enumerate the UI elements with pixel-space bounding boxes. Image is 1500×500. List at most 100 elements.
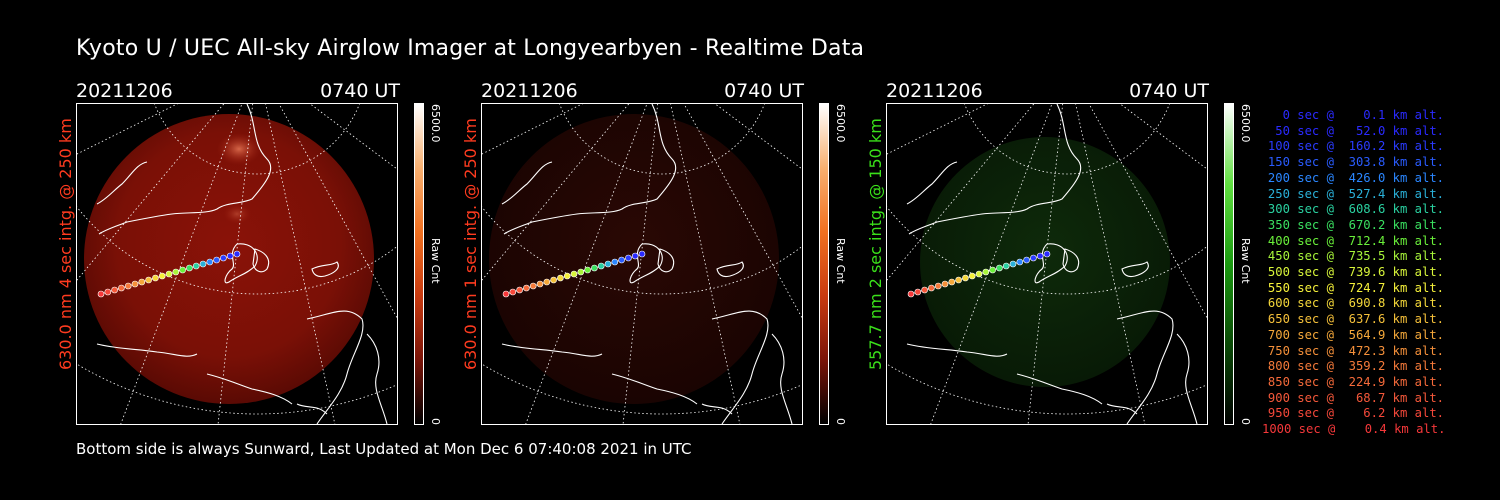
trajectory-point (989, 266, 996, 274)
trajectory-point (152, 274, 159, 282)
legend-row: 1000 sec @ 0.4 km alt. (1262, 422, 1446, 437)
panel-1-colorbar-max: 6500.0 (429, 104, 442, 143)
trajectory-point (1009, 260, 1017, 268)
latitude-longitude-grid (482, 104, 802, 424)
trajectory-point (597, 262, 605, 270)
latitude-longitude-grid (887, 104, 1207, 424)
trajectory-point (557, 274, 564, 282)
panel-2-colorbar (819, 103, 829, 425)
legend-row: 750 sec @ 472.3 km alt. (1267, 343, 1444, 358)
trajectory-point (550, 276, 557, 284)
page-title: Kyoto U / UEC All-sky Airglow Imager at … (76, 36, 865, 61)
panel-3-colorbar (1224, 103, 1234, 425)
legend-row: 100 sec @ 160.2 km alt. (1267, 139, 1444, 154)
trajectory-point (1023, 256, 1030, 264)
trajectory-point (948, 278, 956, 286)
legend-row: 450 sec @ 735.5 km alt. (1267, 249, 1444, 264)
trajectory-point (516, 286, 523, 294)
trajectory-point (138, 278, 146, 286)
legend-row: 300 sec @ 608.6 km alt. (1267, 202, 1444, 217)
trajectory-point (165, 270, 173, 278)
latitude-longitude-grid (77, 104, 397, 424)
legend-row: 250 sec @ 527.4 km alt. (1267, 186, 1444, 201)
trajectory-point (618, 256, 625, 264)
trajectory-legend: 0 sec @ 0.1 km alt. 50 sec @ 52.0 km alt.… (1262, 108, 1446, 438)
trajectory-point (1030, 254, 1037, 262)
panel-3-map (887, 104, 1207, 424)
panel-3-colorbar-min: 0 (1239, 418, 1252, 425)
legend-row: 600 sec @ 690.8 km alt. (1267, 296, 1444, 311)
trajectory-point (104, 288, 112, 296)
trajectory-point (220, 254, 227, 262)
panel-2-colorbar-min: 0 (834, 418, 847, 425)
trajectory-point (206, 258, 214, 266)
rocket-trajectory (502, 250, 646, 298)
panel-1-map (77, 104, 397, 424)
trajectory-point (982, 268, 990, 276)
trajectory-point (577, 268, 585, 276)
trajectory-point (509, 288, 517, 296)
coastline (906, 104, 1198, 424)
panel-2-colorbar-unit: Raw Cnt (834, 238, 847, 284)
legend-row: 650 sec @ 637.6 km alt. (1267, 312, 1444, 327)
trajectory-point (638, 250, 646, 258)
trajectory-point (570, 270, 578, 278)
trajectory-point (907, 290, 915, 298)
panel-1-colorbar (414, 103, 424, 425)
airglow-disc (920, 137, 1170, 387)
trajectory-point (186, 264, 193, 272)
legend-row: 500 sec @ 739.6 km alt. (1267, 265, 1444, 280)
trajectory-point (921, 286, 928, 294)
trajectory-point (502, 290, 510, 298)
trajectory-point (563, 272, 571, 280)
trajectory-point (934, 282, 942, 290)
trajectory-point (523, 284, 530, 292)
trajectory-point (145, 276, 152, 284)
trajectory-point (604, 260, 612, 268)
trajectory-point (968, 272, 976, 280)
rocket-trajectory (97, 250, 241, 298)
trajectory-point (199, 260, 207, 268)
panel-2-time: 0740 UT (724, 80, 804, 102)
airglow-bright-spot (217, 133, 261, 165)
trajectory-point (1016, 258, 1024, 266)
trajectory-point (631, 252, 639, 260)
panel-1-colorbar-unit: Raw Cnt (429, 238, 442, 284)
airglow-bright-spot (223, 204, 251, 224)
legend-row: 150 sec @ 303.8 km alt. (1267, 155, 1444, 170)
trajectory-point (928, 284, 935, 292)
trajectory-point (1043, 250, 1051, 258)
trajectory-point (179, 266, 186, 274)
trajectory-point (591, 264, 598, 272)
panel-1-date: 20211206 (76, 80, 173, 102)
panel-3-wavelength-label: 557.7 nm 2 sec intg. @ 150 km (866, 118, 885, 370)
trajectory-point (118, 284, 125, 292)
legend-row: 50 sec @ 52.0 km alt. (1275, 123, 1444, 138)
legend-row: 950 sec @ 6.2 km alt. (1267, 406, 1444, 421)
panel-3-colorbar-max: 6500.0 (1239, 104, 1252, 143)
panel-2-map (482, 104, 802, 424)
trajectory-point (543, 278, 551, 286)
trajectory-point (131, 280, 139, 288)
panel-3-allsky-image (886, 103, 1208, 425)
legend-row: 850 sec @ 224.9 km alt. (1267, 374, 1444, 389)
trajectory-point (213, 256, 220, 264)
trajectory-point (996, 264, 1003, 272)
trajectory-point (97, 290, 105, 298)
trajectory-point (914, 288, 922, 296)
trajectory-point (529, 282, 537, 290)
panel-3-time: 0740 UT (1129, 80, 1209, 102)
trajectory-point (124, 282, 132, 290)
legend-row: 800 sec @ 359.2 km alt. (1267, 359, 1444, 374)
coastline (501, 104, 793, 424)
legend-row: 700 sec @ 564.9 km alt. (1267, 327, 1444, 342)
coastline (96, 104, 388, 424)
trajectory-point (536, 280, 544, 288)
panel-2-colorbar-max: 6500.0 (834, 104, 847, 143)
trajectory-point (941, 280, 949, 288)
rocket-trajectory (907, 250, 1051, 298)
trajectory-point (1002, 262, 1010, 270)
trajectory-point (1036, 252, 1044, 260)
trajectory-point (233, 250, 241, 258)
trajectory-point (158, 272, 166, 280)
